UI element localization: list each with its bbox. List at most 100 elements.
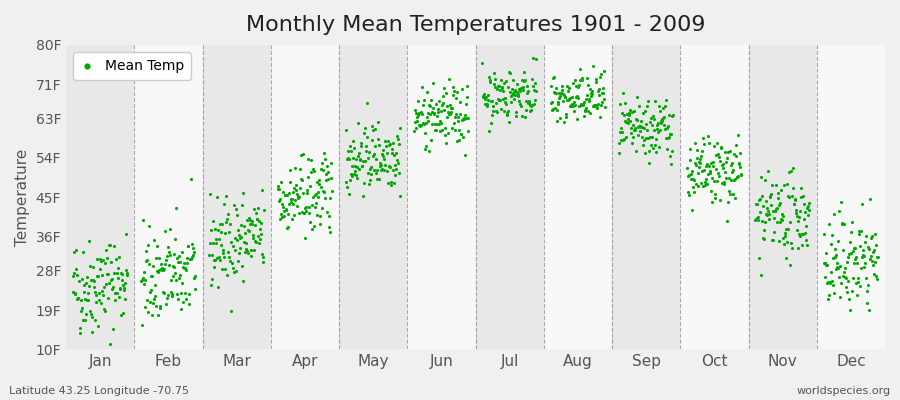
Mean Temp	[287, 165, 302, 172]
Mean Temp	[286, 212, 301, 218]
Mean Temp	[164, 277, 178, 284]
Mean Temp	[688, 161, 703, 168]
Mean Temp	[216, 250, 230, 256]
Mean Temp	[575, 102, 590, 109]
Mean Temp	[183, 256, 197, 262]
Mean Temp	[73, 297, 87, 304]
Mean Temp	[857, 253, 871, 260]
Mean Temp	[271, 183, 285, 189]
Mean Temp	[292, 194, 306, 200]
Mean Temp	[764, 191, 778, 197]
Mean Temp	[870, 253, 885, 260]
Mean Temp	[582, 96, 597, 102]
Mean Temp	[299, 204, 313, 210]
Mean Temp	[764, 202, 778, 208]
Mean Temp	[416, 120, 430, 126]
Mean Temp	[482, 74, 496, 80]
Mean Temp	[112, 286, 127, 293]
Mean Temp	[381, 138, 395, 144]
Mean Temp	[856, 247, 870, 254]
Mean Temp	[352, 166, 366, 172]
Mean Temp	[832, 208, 846, 214]
Mean Temp	[305, 226, 320, 232]
Mean Temp	[620, 111, 634, 118]
Mean Temp	[68, 248, 82, 255]
Mean Temp	[767, 229, 781, 235]
Mean Temp	[592, 114, 607, 120]
Mean Temp	[706, 158, 720, 165]
Mean Temp	[625, 125, 639, 132]
Mean Temp	[591, 86, 606, 92]
Mean Temp	[256, 254, 270, 261]
Mean Temp	[614, 125, 628, 131]
Mean Temp	[526, 87, 541, 93]
Mean Temp	[716, 160, 730, 167]
Mean Temp	[702, 162, 716, 169]
Mean Temp	[211, 226, 225, 233]
Mean Temp	[358, 124, 373, 131]
Mean Temp	[212, 254, 227, 261]
Mean Temp	[81, 297, 95, 303]
Mean Temp	[209, 236, 223, 242]
Mean Temp	[757, 236, 771, 242]
Mean Temp	[437, 84, 452, 91]
Mean Temp	[552, 90, 566, 96]
Mean Temp	[159, 256, 174, 263]
Mean Temp	[508, 113, 523, 120]
Mean Temp	[823, 279, 837, 285]
Mean Temp	[248, 210, 263, 216]
Mean Temp	[566, 108, 580, 114]
Mean Temp	[429, 112, 444, 119]
Mean Temp	[639, 120, 653, 127]
Mean Temp	[71, 295, 86, 302]
Mean Temp	[767, 215, 781, 222]
Mean Temp	[527, 100, 542, 107]
Mean Temp	[93, 266, 107, 272]
Y-axis label: Temperature: Temperature	[15, 148, 30, 246]
Mean Temp	[701, 133, 716, 140]
Mean Temp	[846, 260, 860, 266]
Mean Temp	[844, 288, 859, 294]
Mean Temp	[661, 146, 675, 152]
Mean Temp	[632, 103, 646, 109]
Text: Latitude 43.25 Longitude -70.75: Latitude 43.25 Longitude -70.75	[9, 386, 189, 396]
Mean Temp	[411, 110, 426, 116]
Mean Temp	[215, 221, 230, 227]
Mean Temp	[489, 107, 503, 114]
Mean Temp	[253, 231, 267, 237]
Mean Temp	[712, 154, 726, 160]
Mean Temp	[557, 94, 572, 101]
Mean Temp	[634, 118, 648, 124]
Mean Temp	[785, 244, 799, 251]
Mean Temp	[289, 187, 303, 194]
Mean Temp	[277, 192, 292, 198]
Mean Temp	[713, 158, 727, 164]
Mean Temp	[116, 310, 130, 317]
Mean Temp	[616, 136, 631, 143]
Mean Temp	[635, 124, 650, 130]
Mean Temp	[561, 96, 575, 103]
Mean Temp	[286, 189, 301, 196]
Mean Temp	[205, 276, 220, 283]
Mean Temp	[284, 199, 298, 206]
Mean Temp	[102, 280, 116, 286]
Mean Temp	[420, 110, 435, 116]
Mean Temp	[281, 224, 295, 230]
Mean Temp	[310, 212, 325, 218]
Mean Temp	[363, 166, 377, 172]
Mean Temp	[550, 107, 564, 114]
Mean Temp	[412, 122, 427, 129]
Mean Temp	[824, 232, 839, 238]
Mean Temp	[848, 256, 862, 262]
Mean Temp	[634, 134, 649, 140]
Mean Temp	[644, 115, 659, 122]
Mean Temp	[206, 217, 220, 224]
Mean Temp	[733, 150, 747, 156]
Mean Temp	[187, 286, 202, 292]
Mean Temp	[504, 93, 518, 99]
Mean Temp	[435, 102, 449, 108]
Mean Temp	[321, 224, 336, 230]
Mean Temp	[204, 226, 219, 233]
Mean Temp	[320, 208, 335, 215]
Mean Temp	[452, 137, 466, 143]
